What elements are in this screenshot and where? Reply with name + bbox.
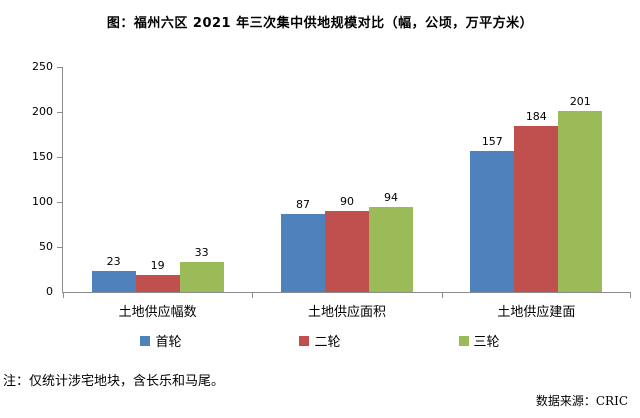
category-label: 土地供应幅数 [118,305,197,320]
legend-item-首轮: 首轮 [140,331,181,350]
x-tick-mark [441,292,443,298]
bar-首轮 [470,151,515,292]
bar-首轮 [91,271,136,292]
category-label: 土地供应面积 [307,305,387,320]
legend-swatch-icon [140,335,151,346]
legend-item-二轮: 二轮 [299,331,341,350]
y-tick-label: 50 [39,240,53,253]
legend-item-三轮: 三轮 [458,331,500,350]
bar-首轮 [280,214,325,292]
bar-value-label: 201 [569,95,591,108]
bar-column: 23 [91,255,136,292]
bar-group: 23 19 33 [63,67,252,292]
bar-column: 184 [514,110,559,292]
bar-group: 157 184 201 [442,67,631,292]
legend: 首轮 二轮 三轮 [0,331,640,350]
bar-column: 94 [368,191,413,292]
bar-三轮 [558,111,603,292]
bar-二轮 [324,211,369,292]
y-tick-label: 100 [32,195,53,208]
y-tick-label: 0 [46,285,53,298]
category-label: 土地供应建面 [497,305,576,320]
bar-二轮 [514,126,559,292]
bar-value-label: 94 [383,191,398,204]
y-tick-label: 150 [32,150,53,163]
bar-value-label: 19 [150,259,165,272]
bar-column: 90 [324,195,369,292]
footnote: 注：仅统计涉宅地块，含长乐和马尾。 [3,374,225,389]
bar-column: 157 [470,135,515,292]
chart-title: 图：福州六区 2021 年三次集中供地规模对比（幅，公顷，万平方米） [106,16,534,31]
legend-label: 三轮 [473,335,500,350]
bar-group: 87 90 94 [252,67,441,292]
bar-value-label: 23 [106,255,121,268]
x-tick-mark [63,292,64,298]
x-tick-mark [630,292,631,298]
y-tick-label: 250 [32,60,53,73]
bar-三轮 [179,262,224,292]
legend-swatch-icon [299,335,310,346]
bar-value-label: 184 [525,110,547,123]
y-tick-mark [57,247,63,248]
bar-二轮 [135,275,180,292]
legend-label: 首轮 [155,335,182,350]
bar-column: 201 [558,95,603,292]
bar-value-label: 87 [295,198,310,211]
legend-label: 二轮 [314,335,341,350]
bar-column: 19 [135,259,180,292]
bar-value-label: 157 [481,135,503,148]
bar-column: 33 [179,246,224,292]
bar-value-label: 33 [194,246,209,259]
y-tick-mark [57,157,63,158]
bar-column: 87 [280,198,325,292]
bar-value-label: 90 [339,195,354,208]
y-tick-mark [57,67,63,68]
y-tick-mark [57,202,63,203]
x-tick-mark [252,292,254,298]
y-tick-mark [57,112,63,113]
plot-area: 0 50 100 150 200 250 23 19 33 土地供应幅数 87 90 94 土地供应面积 1… [32,60,631,320]
bar-三轮 [368,207,413,292]
legend-swatch-icon [458,335,469,346]
y-tick-label: 200 [32,105,53,118]
data-source: 数据来源：CRIC [535,394,628,408]
